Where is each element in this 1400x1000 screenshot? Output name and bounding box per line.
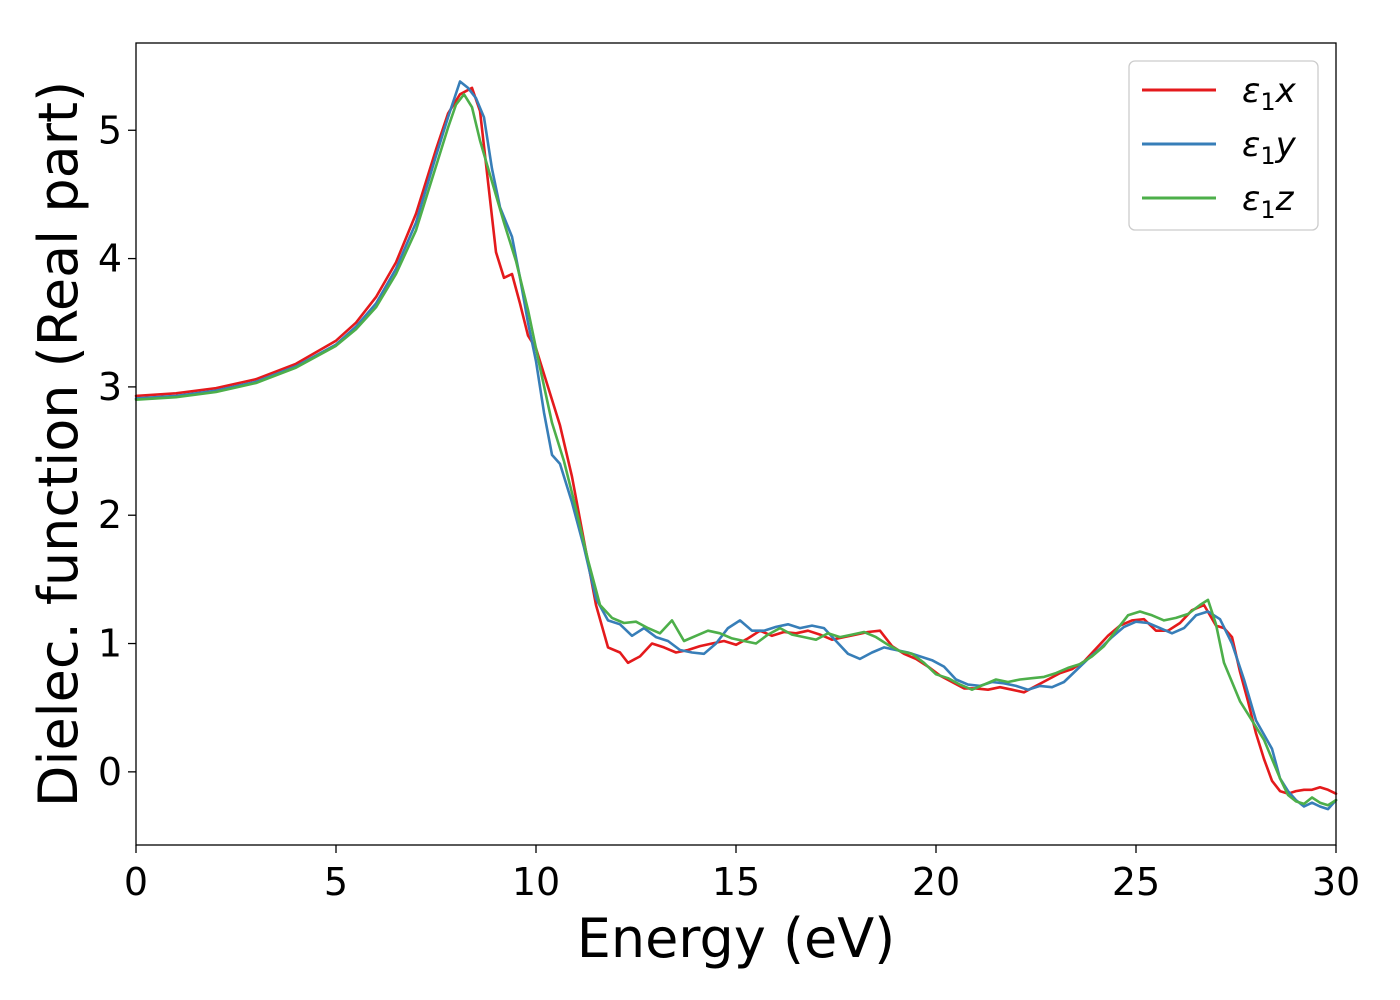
x-tick-label: 30 — [1312, 860, 1360, 904]
y-axis-ticks: 0 1 2 3 4 5 — [98, 108, 136, 794]
legend-label-y: ε1y — [1242, 125, 1297, 170]
y-tick-label: 1 — [98, 622, 122, 666]
series-layer — [134, 80, 1338, 811]
x-tick-label: 25 — [1112, 860, 1160, 904]
x-axis-ticks: 0 5 10 15 20 25 30 — [124, 845, 1360, 904]
legend-box — [1128, 60, 1319, 231]
legend: ε1x ε1y ε1z — [1128, 60, 1319, 231]
series-line-z — [134, 93, 1338, 807]
y-tick-label: 3 — [98, 365, 122, 409]
legend-label-x: ε1x — [1242, 71, 1297, 116]
x-tick-label: 20 — [912, 860, 960, 904]
series-line-x — [134, 86, 1338, 795]
x-tick-label: 0 — [124, 860, 148, 904]
x-tick-label: 5 — [324, 860, 348, 904]
x-tick-label: 15 — [712, 860, 760, 904]
series-line-y — [134, 80, 1338, 811]
legend-label-z: ε1z — [1242, 179, 1295, 224]
y-tick-label: 5 — [98, 108, 122, 152]
y-axis-label: Dielec. function (Real part) — [27, 81, 90, 807]
y-tick-label: 2 — [98, 493, 122, 537]
x-tick-label: 10 — [512, 860, 560, 904]
x-axis-label: Energy (eV) — [577, 907, 896, 970]
y-tick-label: 4 — [98, 237, 122, 281]
y-tick-label: 0 — [98, 750, 122, 794]
